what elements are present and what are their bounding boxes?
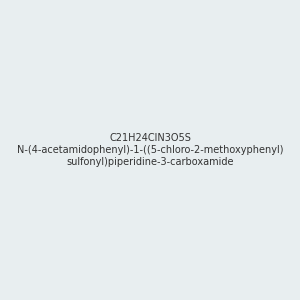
Text: C21H24ClN3O5S
N-(4-acetamidophenyl)-1-((5-chloro-2-methoxyphenyl)
sulfonyl)piper: C21H24ClN3O5S N-(4-acetamidophenyl)-1-((…	[17, 134, 283, 166]
